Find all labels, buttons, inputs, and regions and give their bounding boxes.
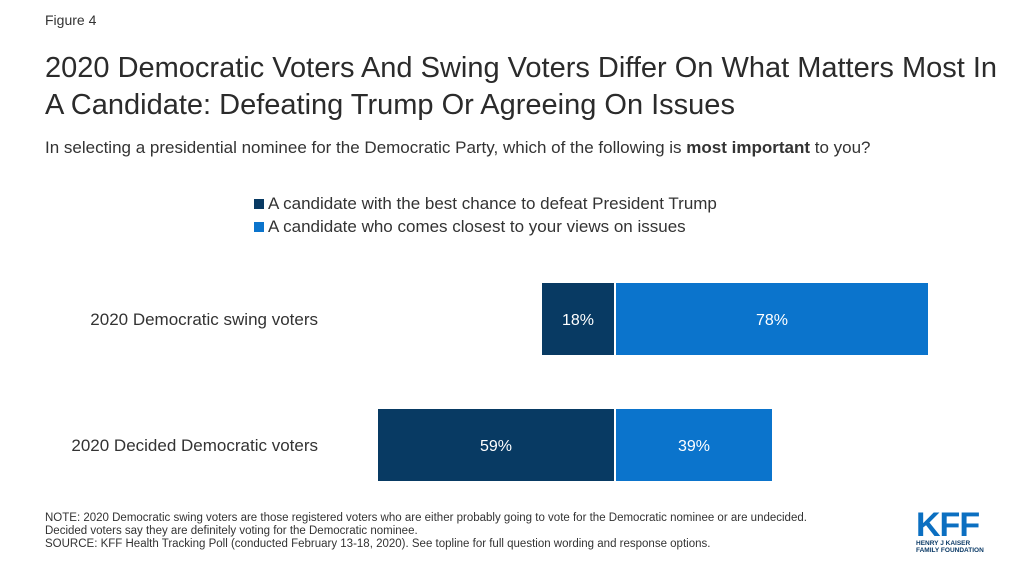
chart-title: 2020 Democratic Voters And Swing Voters … [45, 52, 998, 121]
data-label-views-on-issues: 39% [678, 438, 710, 455]
chart-subtitle: In selecting a presidential nominee for … [45, 138, 1024, 158]
legend-label-defeat-trump: A candidate with the best chance to defe… [268, 193, 717, 213]
legend-swatch-defeat-trump [254, 198, 264, 209]
legend-label-views-on-issues: A candidate who comes closest to your vi… [268, 216, 686, 236]
note-text: NOTE: 2020 Democratic swing voters are t… [45, 512, 807, 537]
figure-label: Figure 4 [45, 12, 97, 28]
chart-notes: NOTE: 2020 Democratic swing voters are t… [45, 512, 845, 551]
data-label-defeat-trump: 59% [480, 438, 512, 455]
subtitle-end: to you? [810, 138, 871, 157]
subtitle-text: In selecting a presidential nominee for … [45, 138, 687, 157]
logo-line-1: HENRY J KAISER [916, 540, 971, 547]
data-label-views-on-issues: 78% [756, 312, 788, 329]
bar-defeat-trump [542, 283, 614, 355]
bar-views-on-issues [616, 283, 928, 355]
bar-views-on-issues [616, 409, 772, 481]
subtitle-emphasis: most important [686, 138, 811, 157]
logo-mark: KFF [916, 506, 980, 544]
logo-line-2: FAMILY FOUNDATION [916, 547, 984, 554]
legend-swatch-views-on-issues [254, 221, 264, 232]
category-label: 2020 Democratic swing voters [90, 310, 318, 329]
category-label: 2020 Decided Democratic voters [71, 436, 318, 455]
legend-item-defeat-trump: A candidate with the best chance to defe… [254, 192, 717, 215]
data-label-defeat-trump: 18% [562, 312, 594, 329]
legend-item-views-on-issues: A candidate who comes closest to your vi… [254, 215, 717, 238]
source-text: SOURCE: KFF Health Tracking Poll (conduc… [45, 538, 711, 550]
kff-logo: KFF HENRY J KAISER FAMILY FOUNDATION [916, 506, 988, 554]
bar-defeat-trump [378, 409, 614, 481]
chart-legend: A candidate with the best chance to defe… [254, 192, 717, 238]
